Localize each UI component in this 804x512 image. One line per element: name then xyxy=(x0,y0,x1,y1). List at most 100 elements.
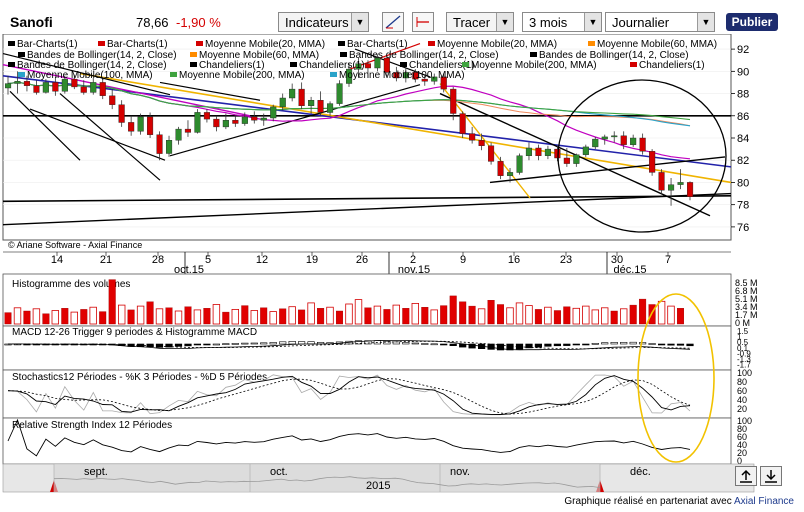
macd-tick-label: 1.5 xyxy=(737,327,749,336)
legend-item: Bandes de Bollinger(14, 2, Close) xyxy=(349,50,499,61)
horizontal-line-tool-button[interactable] xyxy=(412,12,434,32)
candle-body xyxy=(497,161,504,176)
x-day-label: 2 xyxy=(410,254,416,266)
macd-histogram-bar xyxy=(383,340,391,345)
legend-swatch xyxy=(630,62,637,67)
price-x-axis: 14 21 28 5 12 19 26 2 9 16 23 30 7 oct.15 nov.15 déc.15 xyxy=(51,252,671,276)
macd-histogram-bar xyxy=(402,341,410,345)
legend-swatch xyxy=(18,72,25,77)
volume-bar xyxy=(23,310,31,325)
stoch-tick-label: 100 xyxy=(737,368,752,378)
candle-body xyxy=(535,147,542,157)
legend-swatch xyxy=(190,52,197,57)
indicators-dropdown[interactable]: Indicateurs ▼ xyxy=(278,12,369,32)
navigator-labels: sept. oct. nov. déc. xyxy=(53,464,651,492)
trendline-tool-button[interactable] xyxy=(382,12,404,32)
volume-bar xyxy=(354,299,363,325)
interval-value: Journalier xyxy=(612,15,670,30)
volume-bar xyxy=(620,308,628,325)
volume-bar xyxy=(657,300,666,325)
rsi-title: Relative Strength Index 12 Périodes xyxy=(12,420,172,431)
draw-label: Tracer xyxy=(453,15,491,30)
trend-line xyxy=(59,93,161,181)
legend-item: Moyenne Mobile(100, MMA) xyxy=(339,70,465,81)
price-tick-label: 80 xyxy=(737,177,749,189)
legend-swatch xyxy=(428,41,435,46)
chevron-down-icon: ▼ xyxy=(584,13,601,31)
volume-bar xyxy=(70,311,78,325)
macd-histogram-bar xyxy=(657,343,666,346)
candle-body xyxy=(194,112,201,133)
chevron-down-icon: ▼ xyxy=(697,13,714,31)
volume-bar xyxy=(563,306,571,325)
volume-bar xyxy=(260,307,268,325)
volume-bar xyxy=(411,302,419,325)
candle-body xyxy=(563,157,570,164)
rsi-tick-label: 100 xyxy=(737,416,752,426)
price-tick-label: 84 xyxy=(737,133,749,145)
trend-line xyxy=(9,90,81,161)
volume-bar xyxy=(250,310,258,325)
price-tick-label: 86 xyxy=(737,111,749,123)
volume-tick-label: 0 M xyxy=(735,318,750,328)
volume-title: Histogramme des volumes xyxy=(12,279,130,290)
candle-body xyxy=(52,82,59,92)
stoch-plot xyxy=(7,374,691,416)
x-month-label: déc.15 xyxy=(613,264,646,276)
candle-body xyxy=(118,104,125,123)
volume-bar xyxy=(449,295,457,325)
volume-bar xyxy=(373,305,382,325)
candle-body xyxy=(658,172,665,191)
legend-item: Bandes de Bollinger(14, 2, Close) xyxy=(539,50,689,61)
legend-swatch xyxy=(18,52,25,57)
horizontal-line-icon xyxy=(416,17,429,27)
macd-tick-label: -1.7 xyxy=(737,361,751,370)
period-select[interactable]: 3 mois ▼ xyxy=(522,12,602,32)
macd-histogram-bar xyxy=(297,341,306,345)
stoch-title: Stochastics12 Périodes - %K 3 Périodes -… xyxy=(12,372,267,383)
trend-line xyxy=(29,108,166,161)
x-day-label: 26 xyxy=(356,254,368,266)
macd-panel-frame xyxy=(2,325,732,371)
upload-arrow-icon xyxy=(740,469,752,483)
macd-histogram-bar xyxy=(193,343,202,346)
volume-bar xyxy=(440,305,448,325)
x-day-label: 9 xyxy=(460,254,466,266)
macd-histogram-bar xyxy=(582,343,590,346)
interval-select[interactable]: Journalier ▼ xyxy=(605,12,715,32)
legend-swatch xyxy=(400,62,407,67)
zoom-in-button[interactable] xyxy=(735,466,757,486)
candle-body xyxy=(308,99,315,106)
trend-line xyxy=(489,156,726,184)
macd-histogram-bar xyxy=(449,343,457,347)
candle-body xyxy=(601,136,608,140)
macd-histogram-bar xyxy=(686,343,694,347)
publish-button[interactable]: Publier xyxy=(726,13,778,31)
macd-histogram-bar xyxy=(241,342,249,345)
candle-body xyxy=(649,151,656,173)
zoom-out-button[interactable] xyxy=(760,466,782,486)
legend-item: Bar-Charts(1) xyxy=(347,39,408,50)
candle-body xyxy=(184,128,192,133)
legend-swatch xyxy=(8,41,15,46)
candle-body xyxy=(33,85,40,93)
candle-body xyxy=(23,81,31,86)
stoch-tick-label: 60 xyxy=(737,386,747,396)
x-day-label: 21 xyxy=(100,254,112,266)
candle-body xyxy=(450,88,457,114)
footer-link[interactable]: Axial Finance xyxy=(733,496,794,507)
macd-histogram-bar xyxy=(430,343,438,346)
volume-bar xyxy=(591,309,599,325)
volume-bar xyxy=(203,308,211,325)
volume-bar xyxy=(231,308,239,325)
volume-bar xyxy=(572,307,580,325)
legend-swatch xyxy=(8,62,15,67)
legend-swatch xyxy=(196,41,203,46)
macd-histogram-bar xyxy=(392,341,400,345)
chevron-down-icon: ▼ xyxy=(496,13,513,31)
macd-histogram-bar xyxy=(629,341,637,345)
volume-bar xyxy=(279,308,287,325)
navigator-month-label: oct. xyxy=(270,466,288,478)
draw-dropdown[interactable]: Tracer ▼ xyxy=(446,12,514,32)
